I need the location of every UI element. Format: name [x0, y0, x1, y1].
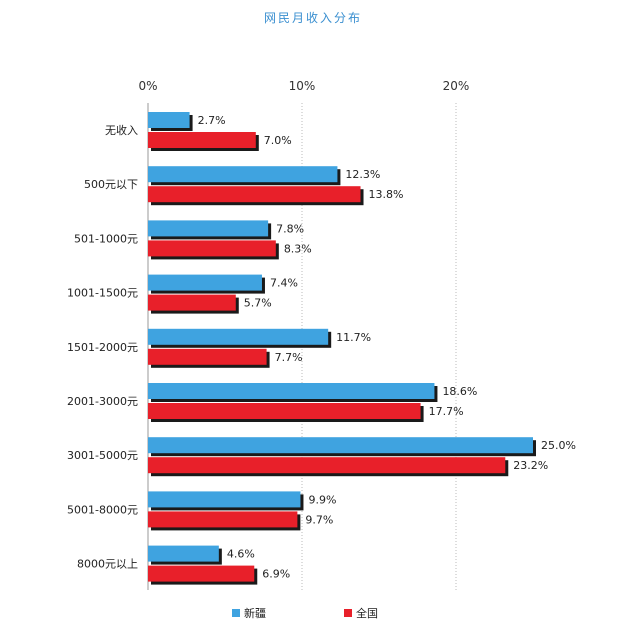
category-label: 3001-5000元	[67, 449, 138, 462]
data-label: 23.2%	[513, 459, 548, 472]
bar	[148, 491, 301, 508]
bar	[148, 166, 338, 183]
data-label: 2.7%	[198, 114, 226, 127]
bar	[148, 348, 267, 365]
chart-title: 网民月收入分布	[264, 11, 362, 25]
bar	[148, 186, 361, 203]
data-label: 7.4%	[270, 277, 298, 290]
data-label: 7.8%	[276, 222, 304, 235]
bar	[148, 112, 190, 128]
bar	[148, 240, 276, 257]
data-label: 25.0%	[541, 439, 576, 452]
data-label: 18.6%	[442, 385, 477, 398]
category-label: 501-1000元	[74, 232, 138, 245]
bar	[148, 545, 219, 562]
category-label: 无收入	[105, 123, 138, 137]
legend-swatch	[232, 609, 240, 617]
bars	[148, 112, 536, 585]
data-label: 11.7%	[336, 331, 371, 344]
data-label: 13.8%	[369, 188, 404, 201]
bar	[148, 328, 329, 345]
data-label: 17.7%	[429, 405, 464, 418]
data-label: 6.9%	[262, 568, 290, 581]
category-label: 5001-8000元	[67, 503, 138, 516]
data-label: 8.3%	[284, 242, 312, 255]
category-label: 8000元以上	[77, 558, 138, 571]
bar	[148, 403, 421, 419]
category-label: 500元以下	[84, 178, 138, 191]
data-label: 9.7%	[305, 513, 333, 526]
bar	[148, 457, 506, 474]
x-tick-label: 20%	[443, 79, 470, 93]
data-label: 7.0%	[264, 134, 292, 147]
bar	[148, 294, 236, 311]
bar	[148, 132, 256, 148]
bar	[148, 511, 298, 528]
data-label: 12.3%	[345, 168, 380, 181]
data-label: 4.6%	[227, 548, 255, 561]
category-label: 2001-3000元	[67, 395, 138, 408]
bar	[148, 565, 255, 582]
bar	[148, 383, 435, 399]
x-tick-label: 0%	[138, 79, 157, 93]
bar	[148, 274, 262, 291]
bar	[148, 437, 533, 454]
x-axis-ticks: 0% 10% 20%	[138, 79, 469, 93]
legend-swatch	[344, 609, 352, 617]
legend: 新疆 全国	[232, 606, 378, 620]
x-tick-label: 10%	[289, 79, 316, 93]
data-label: 9.9%	[308, 493, 336, 506]
data-label: 5.7%	[244, 297, 272, 310]
legend-label: 全国	[356, 606, 378, 620]
bar	[148, 220, 269, 237]
legend-label: 新疆	[244, 606, 266, 620]
data-label: 7.7%	[275, 351, 303, 364]
labels: 无收入 2.7% 7.0% 500元以下 12.3% 13.8% 501-1000元 7.8%…	[67, 114, 576, 581]
category-label: 1501-2000元	[67, 341, 138, 354]
category-label: 1001-1500元	[67, 287, 138, 300]
